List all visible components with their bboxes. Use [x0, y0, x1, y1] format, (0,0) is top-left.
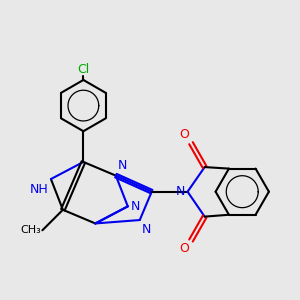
Text: N: N [176, 185, 185, 198]
Text: NH: NH [29, 183, 48, 196]
Text: O: O [179, 242, 189, 255]
Text: N: N [142, 224, 151, 236]
Text: Cl: Cl [77, 62, 89, 76]
Text: CH₃: CH₃ [20, 225, 41, 235]
Text: N: N [118, 158, 127, 172]
Text: O: O [179, 128, 189, 142]
Text: N: N [131, 200, 141, 213]
